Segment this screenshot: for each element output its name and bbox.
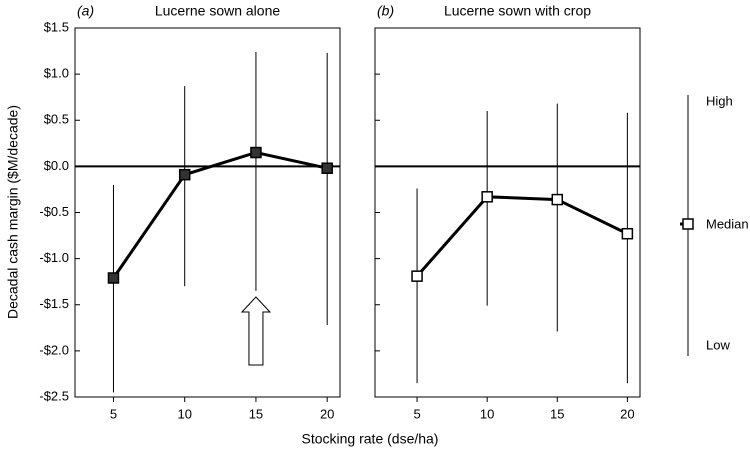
legend-label: Low (706, 337, 730, 352)
y-tick-label: $1.5 (44, 19, 69, 34)
legend-label: High (706, 93, 733, 108)
x-tick-label: 5 (110, 406, 117, 421)
x-tick-label: 5 (413, 406, 420, 421)
median-marker (551, 193, 564, 206)
x-tick-label: 20 (320, 406, 334, 421)
y-axis-label: Decadal cash margin ($M/decade) (5, 105, 21, 319)
median-marker (321, 162, 333, 174)
plot-frame (374, 27, 641, 398)
legend-marker (682, 218, 694, 230)
arrow (240, 296, 272, 366)
y-tick-label: $1.0 (44, 66, 69, 81)
y-tick-label: $0.5 (44, 112, 69, 127)
median-marker (250, 146, 262, 159)
y-tick-label: -$1.0 (39, 250, 69, 265)
median-marker (481, 191, 493, 203)
median-line (415, 195, 629, 278)
median-marker (107, 272, 120, 284)
median-marker (411, 270, 423, 282)
x-tick-label: 15 (550, 406, 564, 421)
panel-label: (b) (377, 3, 394, 19)
y-tick-label: -$2.5 (39, 388, 69, 403)
panel-title: Lucerne sown alone (155, 3, 281, 19)
median-line (112, 150, 328, 279)
legend-label: Median (706, 216, 749, 231)
y-tick-label: $0.0 (44, 158, 69, 173)
plot-frame (74, 27, 341, 398)
y-tick-label: -$2.0 (39, 342, 69, 357)
y-tick-label: -$0.5 (39, 204, 69, 219)
panel-title: Lucerne sown with crop (444, 3, 591, 19)
y-tick-label: -$1.5 (39, 296, 69, 311)
x-tick-label: 10 (177, 406, 191, 421)
median-marker (621, 227, 634, 240)
x-tick-label: 20 (620, 406, 634, 421)
median-marker (178, 168, 191, 181)
x-tick-label: 10 (480, 406, 494, 421)
x-tick-label: 15 (249, 406, 263, 421)
x-axis-label: Stocking rate (dse/ha) (302, 431, 439, 447)
panel-label: (a) (77, 3, 94, 19)
